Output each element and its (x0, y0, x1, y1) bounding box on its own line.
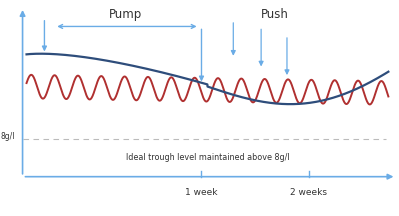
Text: 8g/l: 8g/l (1, 132, 15, 141)
Text: 2 weeks: 2 weeks (290, 189, 327, 197)
Text: Ideal trough level maintained above 8g/l: Ideal trough level maintained above 8g/l (126, 153, 289, 162)
Text: 1 week: 1 week (185, 189, 218, 197)
Text: Push: Push (261, 8, 289, 21)
Text: Pump: Pump (109, 8, 142, 21)
